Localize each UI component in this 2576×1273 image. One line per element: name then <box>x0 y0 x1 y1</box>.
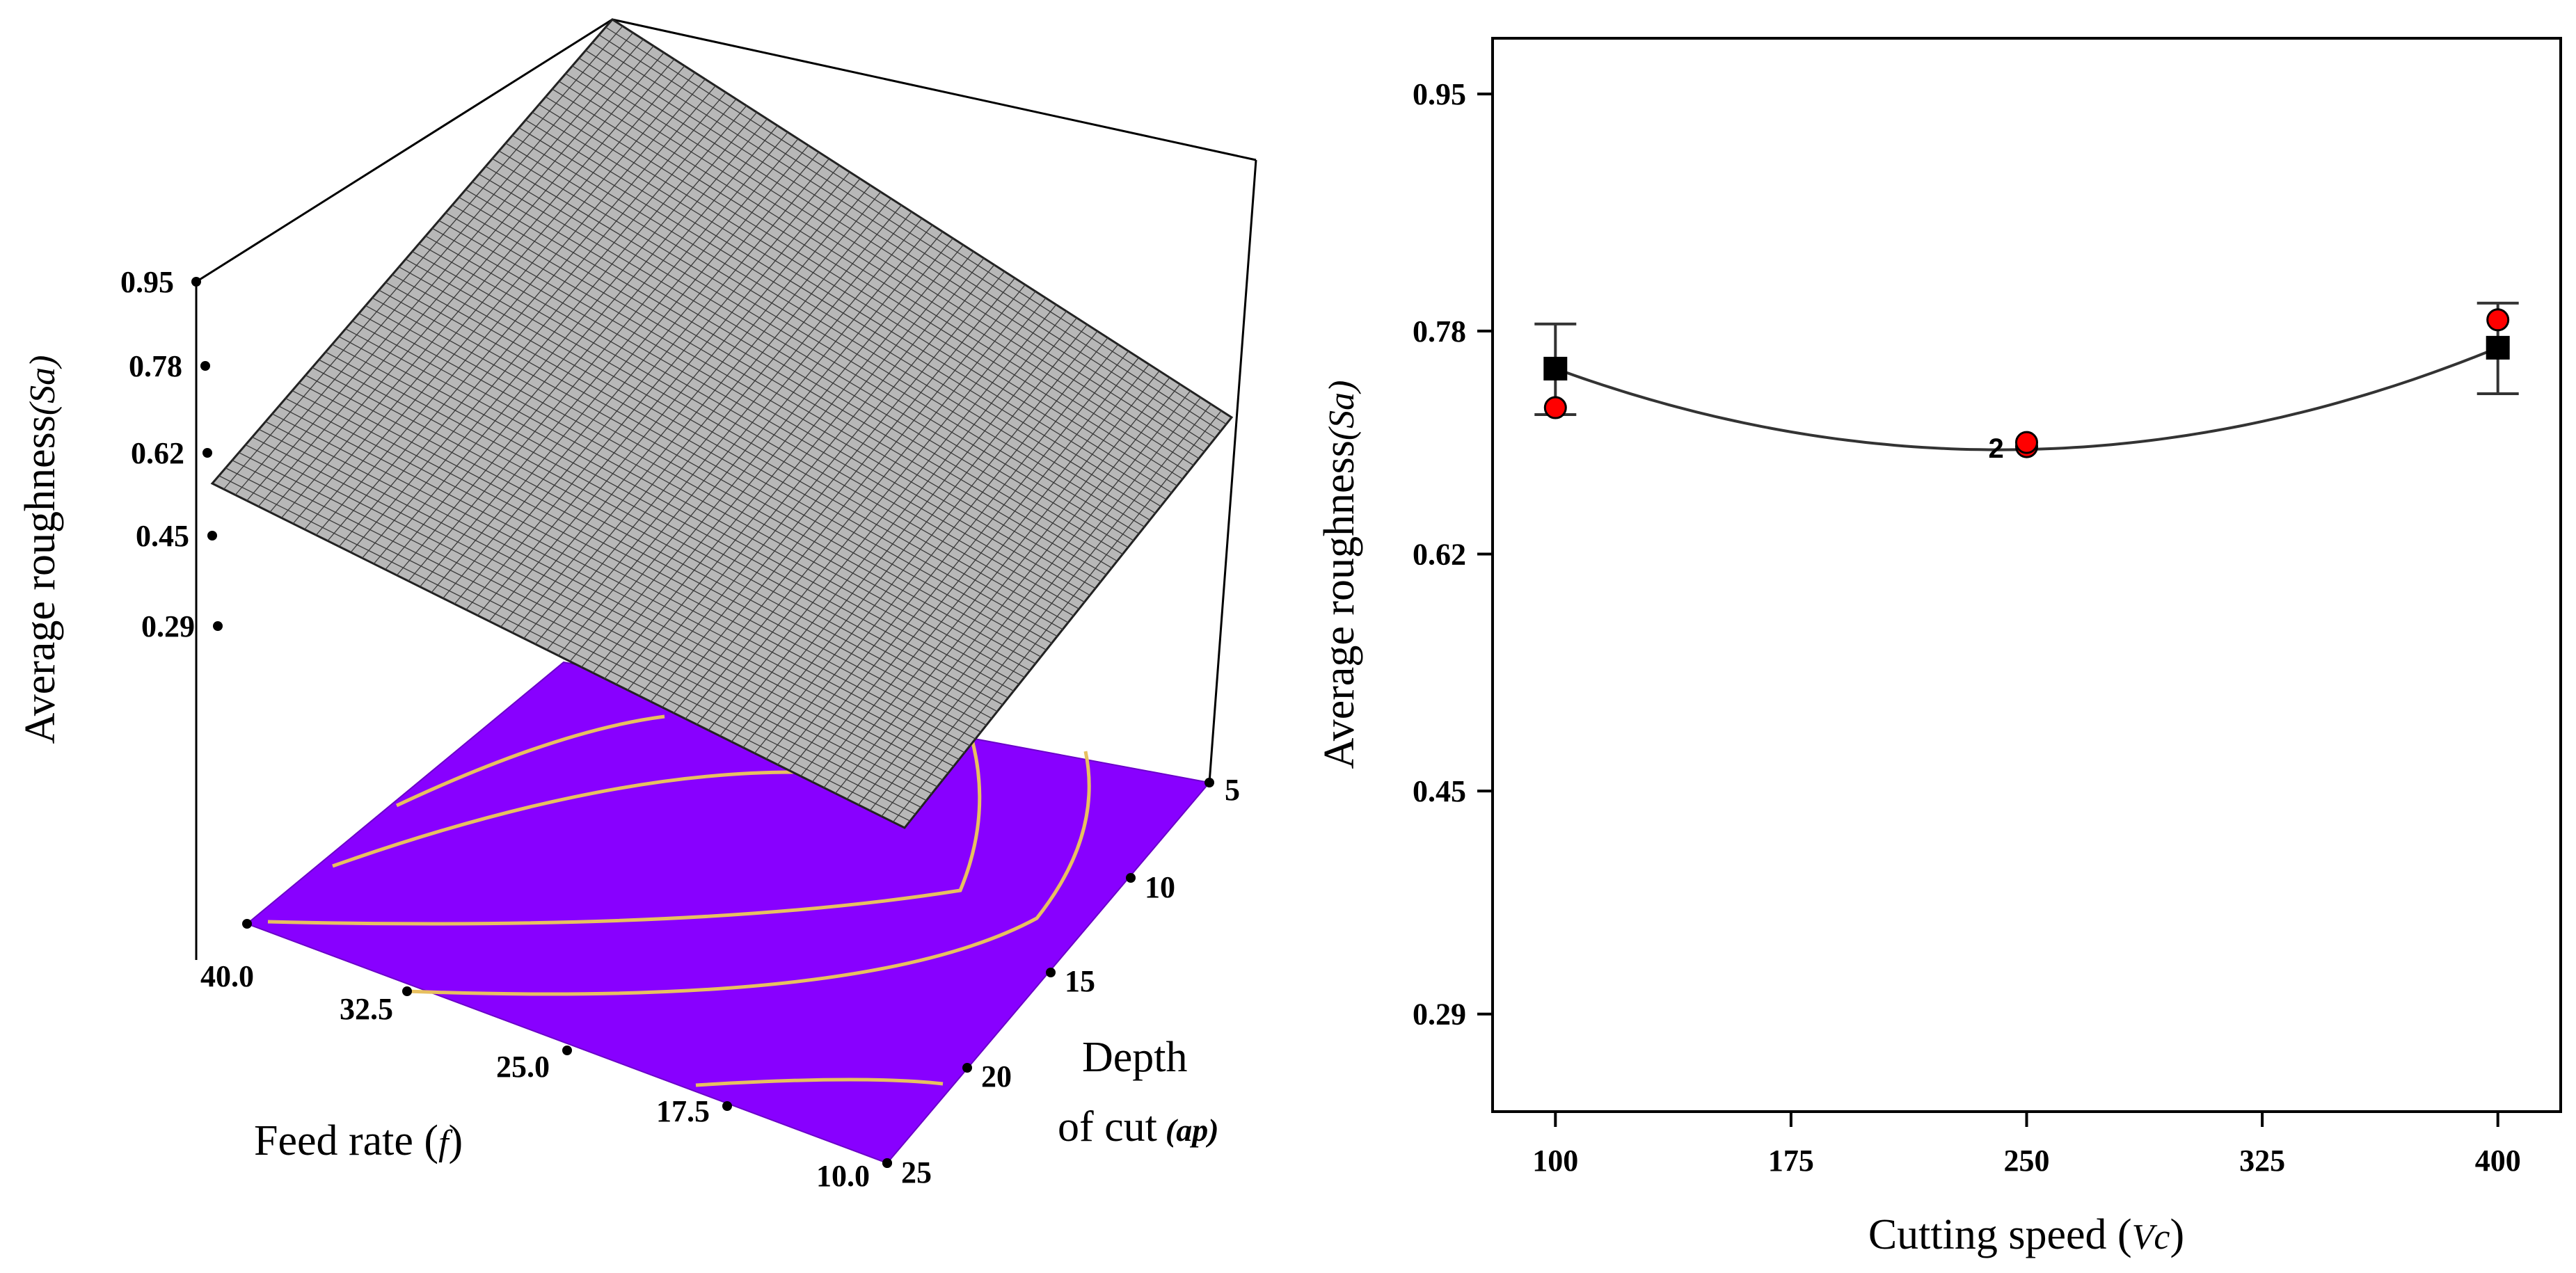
surface-grid-line <box>565 73 1194 466</box>
axis-ticks: 0.29 0.45 0.62 0.78 0.95 100 175 250 325 400 <box>1413 77 2521 1178</box>
z-tick-label: 0.95 <box>120 265 174 299</box>
x-axis-title: Cutting speed (Vc) <box>1868 1211 2184 1258</box>
y-axis-title-text: Average roughness <box>1316 440 1363 769</box>
surface-grid-line <box>811 364 1150 783</box>
feed-axis-title-text: Feed rate ( <box>254 1117 438 1164</box>
surface-grid-line <box>892 410 1222 823</box>
surface-grid-line <box>591 42 1216 439</box>
cutting-speed-plot: 0.29 0.45 0.62 0.78 0.95 100 175 250 325 400 2 Av… <box>1316 37 2562 1258</box>
x-axis-title-symbol: Vc <box>2132 1217 2170 1257</box>
svg-text:Average roughness(Sa): Average roughness(Sa) <box>1316 381 1363 769</box>
predicted-point <box>2486 335 2510 360</box>
feed-tick-label: 40.0 <box>200 959 254 993</box>
x-axis-title-text: Cutting speed ( <box>1868 1211 2132 1258</box>
y-axis-title: Average roughness(Sa) <box>1316 381 1363 769</box>
surface-grid-line <box>834 377 1170 794</box>
z-tick-label: 0.78 <box>129 349 182 383</box>
z-tick-label: 0.62 <box>131 436 184 470</box>
surface-grid-line <box>788 351 1129 771</box>
surface-grid-line <box>572 65 1200 459</box>
surface-grid-line <box>585 49 1211 445</box>
x-tick-label: 100 <box>1532 1144 1578 1178</box>
depth-tick-label: 10 <box>1145 870 1175 904</box>
y-tick-label: 0.62 <box>1413 537 1466 571</box>
depth-tick-label: 5 <box>1225 773 1240 807</box>
surface-grid-line <box>800 357 1140 777</box>
feed-axis-title: Feed rate (f) <box>254 1117 463 1164</box>
x-tick-label: 250 <box>2004 1144 2050 1178</box>
3d-box-frame <box>195 18 1257 960</box>
observed-point <box>2015 431 2038 454</box>
feed-axis-title-close: ) <box>449 1117 463 1164</box>
depth-tick-label: 20 <box>981 1059 1012 1094</box>
surface-grid-line <box>552 88 1183 480</box>
depth-axis-title-symbol: (ap) <box>1166 1112 1219 1148</box>
observed-points <box>1543 308 2510 458</box>
surface-grid-line <box>605 26 1227 425</box>
observed-point <box>2486 308 2510 332</box>
feed-tick-label: 17.5 <box>656 1094 710 1128</box>
depth-tick-label: 25 <box>901 1155 932 1190</box>
feed-axis-ticks: 40.0 32.5 25.0 17.5 10.0 <box>200 919 892 1193</box>
depth-axis-title-line1: Depth <box>1082 1034 1188 1081</box>
observed-point <box>1543 396 1567 419</box>
predicted-points <box>1543 335 2510 381</box>
y-tick-label: 0.29 <box>1413 998 1466 1032</box>
surface-grid-line <box>558 81 1188 473</box>
z-axis-ticks: 0.95 0.78 0.62 0.45 0.29 <box>120 265 223 643</box>
error-bars <box>1534 301 2519 417</box>
depth-axis-title-text: of cut <box>1058 1103 1157 1151</box>
surface-3d-plot: 0.95 0.78 0.62 0.45 0.29 Average roughne… <box>17 18 1257 1193</box>
depth-tick-label: 15 <box>1065 964 1095 998</box>
contour-line <box>695 1078 944 1087</box>
surface-grid <box>218 26 1227 823</box>
z-axis-title-symbol: (Sa) <box>23 355 63 416</box>
svg-text:Average roughness(Sa): Average roughness(Sa) <box>17 355 64 744</box>
surface-grid-line <box>598 34 1221 432</box>
z-tick-label: 0.45 <box>136 519 189 553</box>
surface-grid-line <box>578 58 1205 452</box>
z-tick-label: 0.29 <box>141 609 195 643</box>
feed-tick-label: 10.0 <box>816 1159 870 1193</box>
x-tick-label: 175 <box>1768 1144 1814 1178</box>
contour-line <box>395 714 665 808</box>
surface-grid-line <box>846 383 1181 800</box>
y-tick-label: 0.95 <box>1413 77 1466 111</box>
z-axis-title-text: Average roughness <box>17 415 64 744</box>
x-tick-label: 325 <box>2239 1144 2285 1178</box>
z-axis-title: Average roughness(Sa) <box>17 355 64 744</box>
y-tick-label: 0.78 <box>1413 314 1466 349</box>
surface-grid-line <box>881 403 1211 817</box>
feed-tick-label: 32.5 <box>340 992 393 1026</box>
contour-lines <box>267 714 1091 1087</box>
contour-line <box>267 723 982 926</box>
x-tick-label: 400 <box>2475 1144 2521 1178</box>
surface-grid-line <box>858 390 1191 806</box>
depth-axis-ticks: 5 10 15 20 25 <box>882 773 1240 1190</box>
predicted-point <box>1543 356 1568 381</box>
contour-line <box>332 770 794 868</box>
plot-frame <box>1491 37 2562 1113</box>
surface-grid-line <box>823 370 1160 788</box>
contour-line <box>406 751 1091 996</box>
x-axis-title-close: ) <box>2170 1211 2185 1258</box>
point-count-label: 2 <box>1989 433 2004 464</box>
y-axis-title-symbol: (Sa) <box>1322 381 1362 441</box>
surface-grid-line <box>869 397 1202 811</box>
depth-axis-title-line2: of cut (ap) <box>1058 1103 1219 1151</box>
feed-tick-label: 25.0 <box>496 1050 550 1084</box>
y-tick-label: 0.45 <box>1413 774 1466 808</box>
